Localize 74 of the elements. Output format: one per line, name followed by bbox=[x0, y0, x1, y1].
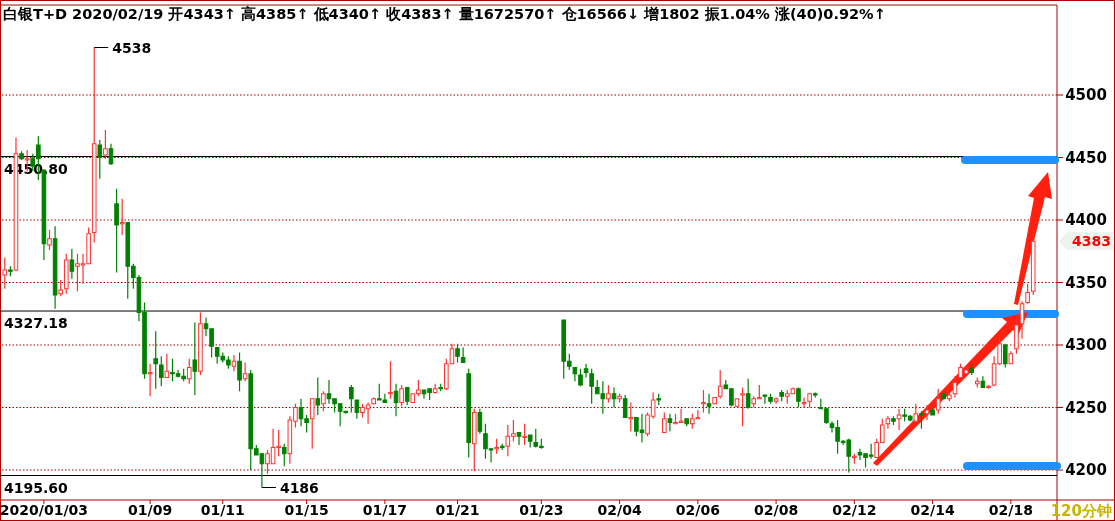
candlestick bbox=[740, 386, 745, 427]
candlestick bbox=[1025, 283, 1030, 305]
candlestick bbox=[153, 330, 158, 390]
candlestick bbox=[662, 411, 667, 434]
x-tick-label: 02/18 bbox=[988, 502, 1033, 518]
candlestick bbox=[388, 360, 393, 400]
y-tick-label: 4500 bbox=[1065, 86, 1107, 104]
x-tick-label: 01/23 bbox=[519, 502, 564, 518]
candlestick bbox=[522, 423, 527, 446]
candlestick bbox=[2, 256, 8, 290]
y-tick-label: 4300 bbox=[1065, 336, 1107, 354]
candlestick bbox=[399, 384, 404, 407]
x-tick-label: 02/04 bbox=[597, 502, 642, 518]
x-tick-label: 02/14 bbox=[910, 502, 955, 518]
y-tick-label: 4450 bbox=[1065, 148, 1107, 167]
candlestick bbox=[706, 393, 712, 415]
candlestick bbox=[47, 229, 52, 251]
candlestick bbox=[192, 321, 198, 396]
candlestick bbox=[701, 389, 706, 414]
candlestick bbox=[516, 431, 522, 446]
candlestick bbox=[186, 358, 192, 385]
y-tick-label: 4400 bbox=[1065, 211, 1107, 229]
candlestick bbox=[762, 394, 768, 405]
candlestick bbox=[477, 408, 483, 435]
candlestick bbox=[147, 363, 153, 397]
annotation: 4186 bbox=[279, 479, 319, 496]
candlestick bbox=[119, 198, 125, 236]
candlestick bbox=[237, 351, 242, 392]
y-tick-label: 4200 bbox=[1065, 461, 1107, 479]
candlestick bbox=[589, 368, 594, 405]
candlestick bbox=[455, 343, 460, 364]
x-tick-label: 01/15 bbox=[284, 502, 329, 518]
x-tick-label: 01/11 bbox=[200, 502, 245, 518]
candlestick bbox=[924, 404, 930, 421]
y-tick-label: 4250 bbox=[1065, 398, 1107, 417]
x-tick-label: 02/06 bbox=[675, 502, 720, 518]
candlestick bbox=[667, 413, 673, 432]
candlestick bbox=[622, 394, 628, 419]
candlestick bbox=[354, 399, 360, 420]
candlestick bbox=[583, 363, 589, 379]
candlestick bbox=[896, 408, 902, 431]
text: 4383 bbox=[1072, 233, 1111, 250]
y-tick-label: 4350 bbox=[1065, 273, 1107, 292]
x-tick-label: 01/17 bbox=[362, 502, 407, 518]
candlestick bbox=[349, 384, 354, 414]
candlestick bbox=[628, 401, 634, 432]
candlestick bbox=[97, 139, 103, 180]
candlestick bbox=[315, 376, 321, 416]
candlestick bbox=[114, 188, 119, 274]
candlestick bbox=[309, 398, 315, 450]
candlestick bbox=[69, 248, 75, 280]
candlestick bbox=[242, 361, 248, 382]
candlestick bbox=[158, 355, 164, 387]
annotation: 4538 bbox=[112, 39, 152, 56]
candlestick bbox=[717, 369, 723, 400]
candlestick bbox=[935, 388, 941, 415]
x-tick-label: 2020/01/03 bbox=[0, 502, 88, 518]
candlestick bbox=[885, 415, 891, 430]
x-tick-label: 02/12 bbox=[832, 502, 877, 518]
candlestick bbox=[745, 378, 751, 410]
candlestick bbox=[103, 129, 108, 160]
candlestick bbox=[1014, 318, 1019, 355]
candlestick bbox=[460, 346, 466, 364]
candlestick bbox=[164, 353, 170, 379]
x-tick-label: 02/08 bbox=[754, 502, 799, 518]
x-tick-label: 01/21 bbox=[435, 502, 480, 518]
x-tick-label: 01/09 bbox=[128, 502, 173, 518]
ref-line-label: 4327.18 bbox=[4, 315, 68, 332]
candlestick bbox=[913, 403, 919, 424]
chart-title: 白银T+D 2020/02/19 开4343↑ 高4385↑ 低4340↑ 收4383↑ 量1672570↑ 仓16566↓ 增1802 振1.04% 涨(40)0.92%↑ bbox=[3, 5, 886, 22]
text: 120分钟 bbox=[1050, 502, 1112, 520]
candlestick bbox=[321, 390, 326, 412]
ref-line-label: 4195.60 bbox=[4, 479, 69, 496]
candlestick bbox=[281, 443, 287, 467]
